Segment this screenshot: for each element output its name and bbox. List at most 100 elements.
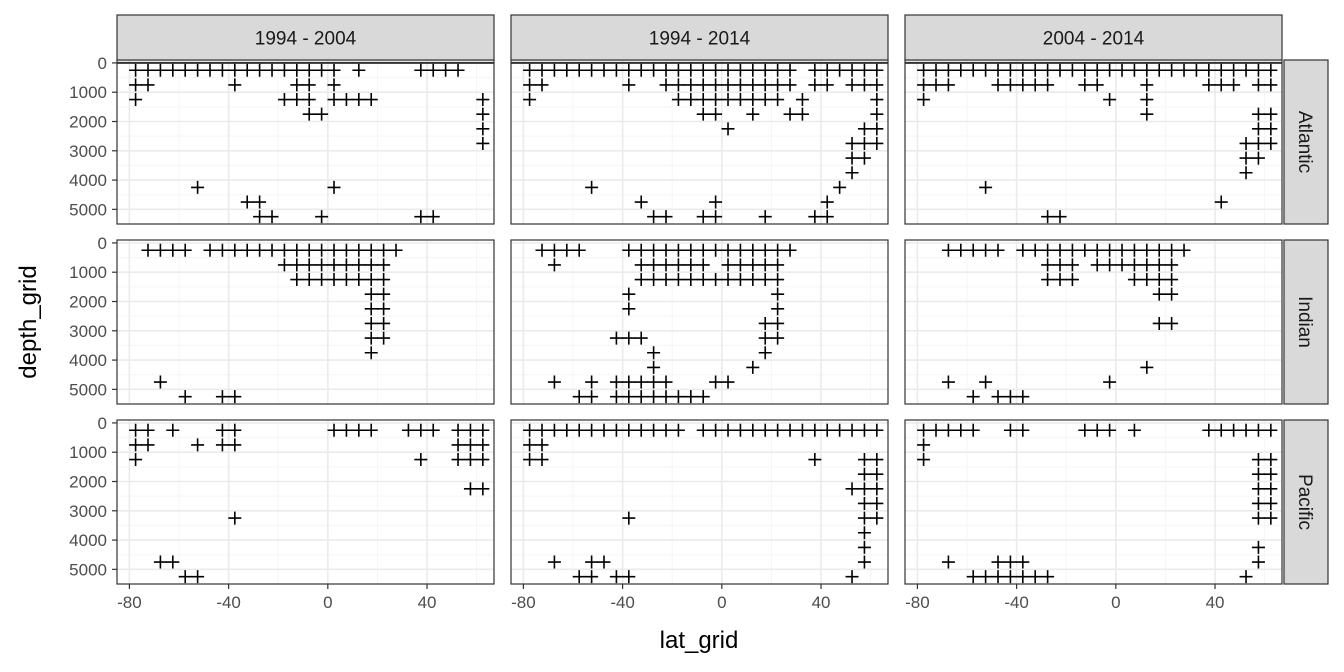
plus-marker: [547, 375, 561, 389]
plus-marker: [1214, 63, 1228, 77]
plus-marker: [857, 151, 871, 165]
plus-marker: [1264, 423, 1278, 437]
plus-marker: [228, 78, 242, 92]
plus-marker: [634, 243, 648, 257]
plus-marker: [634, 390, 648, 404]
plus-marker: [808, 453, 822, 467]
plus-marker: [377, 243, 391, 257]
plus-marker: [622, 63, 636, 77]
plus-marker: [857, 423, 871, 437]
plus-marker: [1264, 78, 1278, 92]
strip-background: [1283, 419, 1329, 585]
plus-marker: [228, 511, 242, 525]
plus-marker: [129, 423, 143, 437]
plus-marker: [634, 258, 648, 272]
y-tick-label: 0: [98, 54, 107, 73]
plus-marker: [758, 93, 772, 107]
plus-marker: [979, 180, 993, 194]
plus-marker: [166, 243, 180, 257]
plus-marker: [1189, 63, 1203, 77]
plus-marker: [721, 93, 735, 107]
plus-marker: [401, 423, 415, 437]
plus-marker: [721, 375, 735, 389]
plus-marker: [684, 93, 698, 107]
plus-marker: [1251, 136, 1265, 150]
plus-marker: [1065, 273, 1079, 287]
plus-marker: [1152, 243, 1166, 257]
plus-marker: [228, 438, 242, 452]
plus-marker: [845, 136, 859, 150]
plus-marker: [1028, 570, 1042, 584]
plus-marker: [327, 180, 341, 194]
y-tick-label: 3000: [69, 502, 107, 521]
plus-marker: [647, 390, 661, 404]
plus-marker: [671, 258, 685, 272]
plus-marker: [709, 107, 723, 121]
plus-marker: [1251, 423, 1265, 437]
plus-marker: [1041, 78, 1055, 92]
y-tick-label: 2000: [69, 293, 107, 312]
plus-marker: [191, 63, 205, 77]
plus-marker: [917, 63, 931, 77]
plus-marker: [634, 375, 648, 389]
plus-marker: [253, 210, 267, 224]
panel-border: [904, 239, 1283, 405]
plus-marker: [597, 63, 611, 77]
plus-marker: [783, 423, 797, 437]
plus-marker: [721, 243, 735, 257]
plus-marker: [684, 63, 698, 77]
plus-marker: [991, 63, 1005, 77]
plus-marker: [129, 93, 143, 107]
plus-marker: [758, 78, 772, 92]
panel-background: [511, 60, 888, 224]
plus-marker: [327, 63, 341, 77]
plus-marker: [671, 78, 685, 92]
plus-marker: [377, 316, 391, 330]
plus-marker: [634, 195, 648, 209]
plus-marker: [414, 453, 428, 467]
plus-marker: [1251, 63, 1265, 77]
plus-marker: [585, 423, 599, 437]
plus-marker: [535, 63, 549, 77]
plus-marker: [771, 287, 785, 301]
plus-marker: [1177, 63, 1191, 77]
plus-marker: [1140, 258, 1154, 272]
plus-marker: [191, 180, 205, 194]
plus-marker: [1264, 511, 1278, 525]
plus-marker: [845, 63, 859, 77]
x-tick-label: 40: [418, 593, 437, 612]
plus-marker: [240, 195, 254, 209]
plus-marker: [277, 63, 291, 77]
plus-marker: [857, 496, 871, 510]
plus-marker: [277, 243, 291, 257]
plus-marker: [1264, 453, 1278, 467]
plus-marker: [634, 423, 648, 437]
plus-marker: [659, 375, 673, 389]
plus-marker: [476, 453, 490, 467]
plus-marker: [1053, 210, 1067, 224]
plus-marker: [535, 453, 549, 467]
plus-marker: [696, 390, 710, 404]
plus-marker: [1041, 210, 1055, 224]
plus-marker: [783, 243, 797, 257]
plus-marker: [1003, 78, 1017, 92]
plus-marker: [845, 423, 859, 437]
plus-marker: [954, 243, 968, 257]
plus-marker: [364, 258, 378, 272]
plus-marker: [609, 390, 623, 404]
plus-marker: [439, 63, 453, 77]
plus-marker: [771, 316, 785, 330]
plus-marker: [1264, 63, 1278, 77]
panel-2004-2014-pacific: -80 -40 0 40: [904, 419, 1283, 612]
plus-marker: [1090, 243, 1104, 257]
plus-marker: [659, 78, 673, 92]
plus-marker: [929, 63, 943, 77]
plus-marker: [966, 423, 980, 437]
plus-marker: [1202, 63, 1216, 77]
plus-marker: [597, 555, 611, 569]
plus-marker: [352, 63, 366, 77]
plus-marker: [771, 331, 785, 345]
strip-1994-2004: 1994 - 2004: [116, 14, 495, 61]
plus-marker: [966, 243, 980, 257]
plus-marker: [671, 93, 685, 107]
